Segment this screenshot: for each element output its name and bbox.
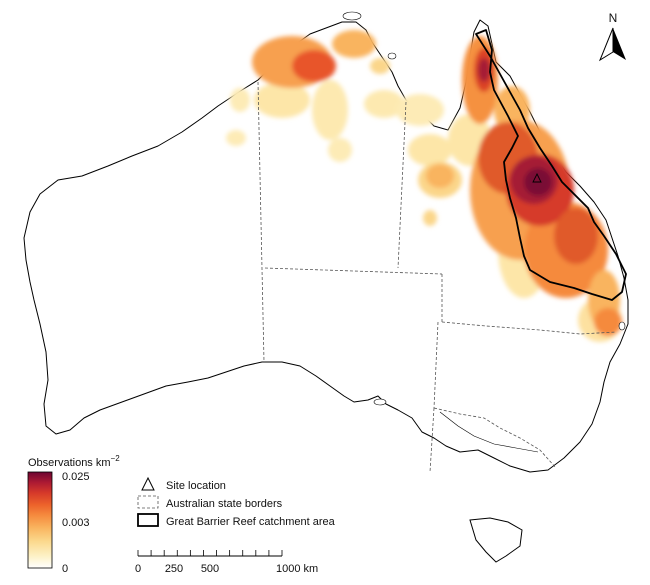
colorbar-max-label: 0.025: [62, 471, 90, 483]
north-arrow: N: [598, 11, 626, 62]
border-nt-sa: [264, 267, 443, 275]
coastal-islands: [342, 11, 626, 406]
observation-density-heatmap: [226, 30, 622, 342]
site-location-marker: [532, 172, 542, 183]
scale-label-250: 250: [165, 563, 183, 575]
legend-state-borders: Australian state borders: [166, 498, 283, 510]
triangle-icon: [141, 476, 155, 491]
solid-rect-icon: [137, 513, 159, 527]
legend-site-location: Site location: [166, 480, 226, 492]
colorbar-min-label: 0: [62, 563, 68, 575]
north-label: N: [609, 11, 618, 25]
border-sa-nsw: [433, 321, 439, 409]
map-legend: Site location Australian state borders G…: [137, 476, 336, 528]
north-arrow-icon: [613, 28, 626, 60]
border-nsw-vic: [433, 407, 557, 469]
australian-state-borders: [257, 81, 617, 473]
border-wa: [257, 81, 265, 363]
scale-label-1000: 1000 km: [276, 563, 318, 575]
inland-river-outline: [439, 411, 539, 453]
border-qld-nsw: [441, 321, 617, 335]
scale-label-0: 0: [135, 563, 141, 575]
dashed-rect-icon: [137, 495, 159, 509]
legend-catchment: Great Barrier Reef catchment area: [166, 516, 336, 528]
border-sa-vic: [429, 407, 435, 473]
colorbar-mid-label: 0.003: [62, 517, 90, 529]
scale-bar: 0 250 500 1000 km: [135, 550, 318, 575]
tasmania: [469, 517, 523, 563]
colorbar-title: Observations km−2: [28, 454, 120, 469]
scale-label-500: 500: [201, 563, 219, 575]
colorbar-legend: Observations km−2 0.025 0.003 0: [27, 454, 120, 575]
colorbar-gradient: [27, 471, 53, 569]
border-nt-qld: [397, 101, 407, 269]
great-barrier-reef-catchment: [475, 29, 627, 301]
